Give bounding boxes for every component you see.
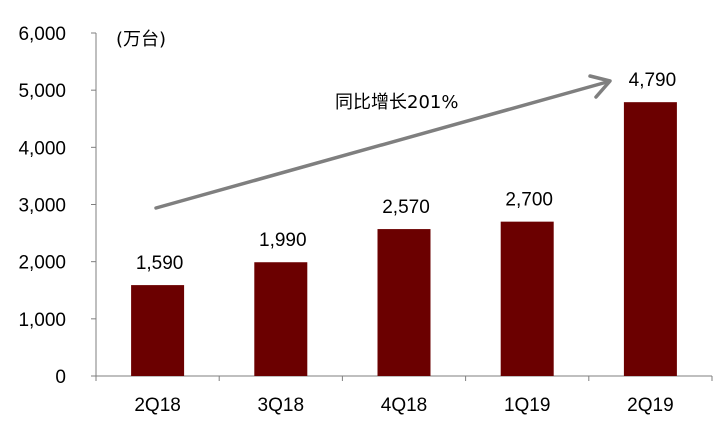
unit-label: (万台) bbox=[116, 29, 166, 50]
x-tick-label-1q19: 1Q19 bbox=[504, 395, 550, 416]
data-label-3q18: 1,990 bbox=[259, 230, 307, 251]
y-tick-label: 4,000 bbox=[18, 138, 66, 159]
y-ticks-group: 0 1,000 2,000 3,000 4,000 5,000 6,000 bbox=[18, 24, 96, 388]
bar-2q18 bbox=[131, 285, 185, 376]
y-tick-label: 6,000 bbox=[18, 24, 66, 45]
y-tick-label: 1,000 bbox=[18, 310, 66, 331]
data-label-2q18: 1,590 bbox=[136, 253, 184, 274]
data-labels-group: 1,590 1,990 2,570 2,700 4,790 bbox=[136, 70, 676, 274]
y-tick-label: 0 bbox=[55, 367, 66, 388]
data-label-2q19: 4,790 bbox=[629, 70, 677, 91]
y-tick-label: 3,000 bbox=[18, 196, 66, 217]
bar-2q19 bbox=[623, 102, 677, 377]
data-label-1q19: 2,700 bbox=[505, 190, 553, 211]
bars-group bbox=[131, 102, 677, 377]
x-tick-label-4q18: 4Q18 bbox=[381, 395, 427, 416]
x-ticks-group: 2Q18 3Q18 4Q18 1Q19 2Q19 bbox=[95, 376, 713, 416]
bar-3q18 bbox=[254, 262, 308, 376]
growth-arrow-shaft bbox=[154, 80, 609, 210]
growth-arrow-head bbox=[588, 74, 612, 99]
growth-annotation: 同比增长201% bbox=[335, 92, 458, 113]
x-tick-label-2q19: 2Q19 bbox=[627, 395, 673, 416]
data-label-4q18: 2,570 bbox=[382, 197, 430, 218]
bar-4q18 bbox=[377, 229, 431, 376]
bar-1q19 bbox=[500, 221, 554, 376]
y-tick-label: 5,000 bbox=[18, 81, 66, 102]
y-tick-label: 2,000 bbox=[18, 253, 66, 274]
x-tick-label-3q18: 3Q18 bbox=[258, 395, 304, 416]
growth-arrow bbox=[154, 74, 612, 210]
x-tick-label-2q18: 2Q18 bbox=[134, 395, 180, 416]
